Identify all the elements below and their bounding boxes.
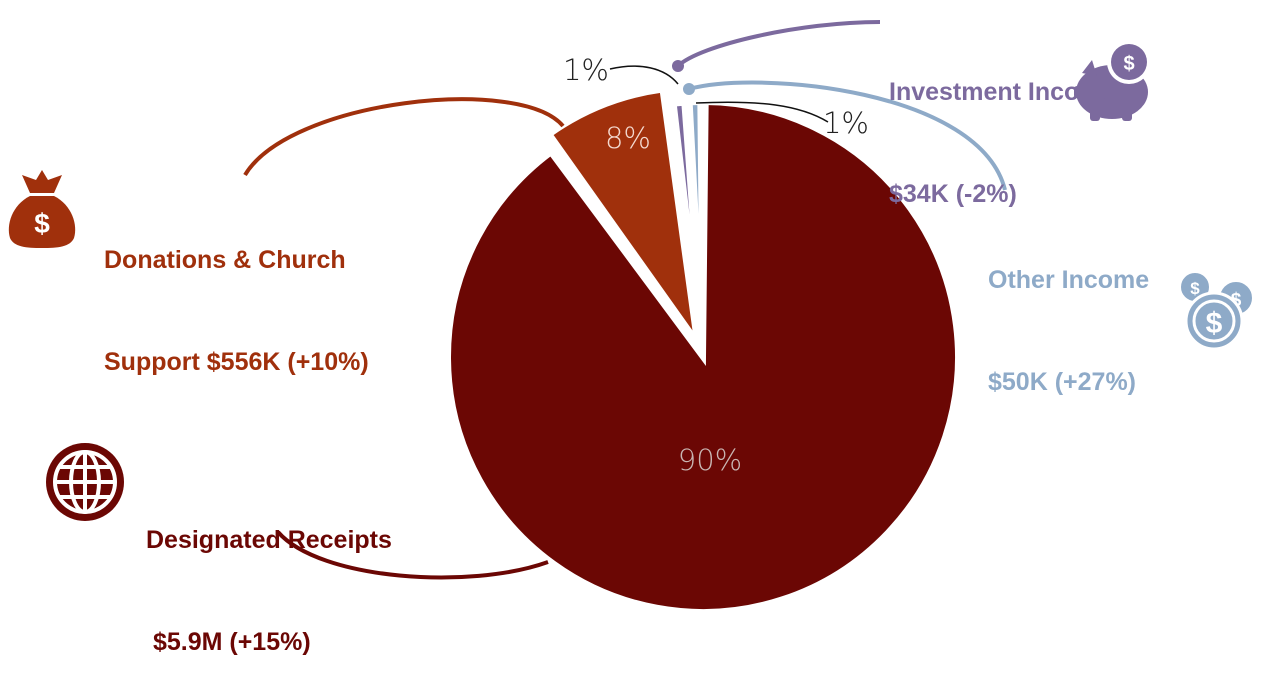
slice-label-investment: 1% [563,53,609,87]
donations-label-name: Donations & Church [104,246,346,274]
donations-leader-line [243,97,565,177]
globe-icon [46,443,124,521]
other-label-value: $50K (+27%) [988,368,1136,396]
slice-donations [545,86,701,344]
svg-text:$: $ [1190,279,1200,298]
pie-slices [445,86,961,613]
designated-label: Designated Receipts $5.9M (+15%) [146,455,392,693]
slice-label-designated: 90% [678,443,742,477]
investment-label: Investment Income $34K (-2%) [889,7,1115,245]
investment-label-name: Investment Income [889,78,1116,106]
coins-icon: $ $ $ [1179,271,1254,351]
other-leader-line [688,80,1007,191]
money-bag-icon: $ [8,170,76,248]
svg-text:$: $ [1123,53,1134,75]
investment-leader-dot [672,60,684,72]
other-label-name: Other Income [988,266,1150,294]
pie-chart: 90% 8% 1% 1% $ $ $ $ $ [8,20,1254,613]
designated-label-value: $5.9M (+15%) [146,628,311,656]
svg-text:$: $ [34,208,50,239]
slice-label-other: 1% [823,106,869,140]
other-leader-dot [683,83,695,95]
investment-label-value: $34K (-2%) [889,180,1017,208]
slice-investment [670,99,706,358]
slice-other [686,98,706,358]
slice-label-donations: 8% [605,121,651,155]
svg-text:$: $ [1206,307,1223,340]
donations-label-value: Support $556K (+10%) [104,348,369,376]
other-pct-leader [695,101,829,123]
svg-text:$: $ [1231,290,1242,311]
designated-leader-line [276,530,549,580]
other-label: Other Income $50K (+27%) [988,195,1149,433]
investment-leader-line [676,20,881,68]
designated-label-name: Designated Receipts [146,526,392,554]
donations-label: Donations & Church Support $556K (+10%) [104,175,369,413]
investment-pct-leader [609,65,679,85]
piggy-bank-icon: $ [1074,40,1151,121]
